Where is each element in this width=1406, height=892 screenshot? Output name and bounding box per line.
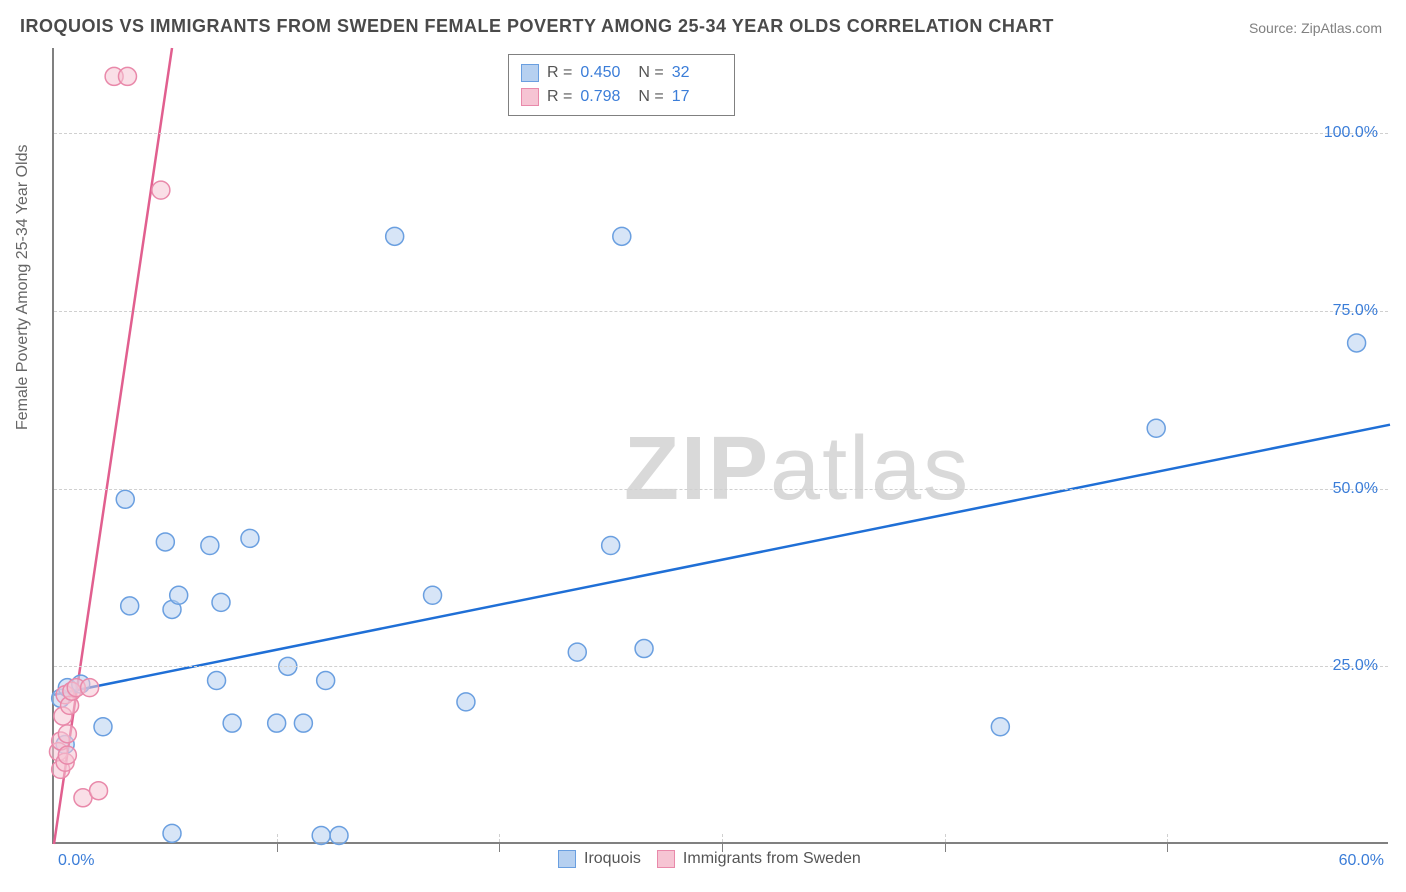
data-point <box>90 782 108 800</box>
legend-swatch <box>521 64 539 82</box>
legend-swatch <box>558 850 576 868</box>
gridline-vertical <box>722 834 723 842</box>
trend-line <box>54 48 172 844</box>
data-point <box>152 181 170 199</box>
legend-series-item: Immigrants from Sweden <box>657 850 861 868</box>
y-tick-label: 100.0% <box>1324 124 1378 142</box>
source-attribution: Source: ZipAtlas.com <box>1249 20 1382 36</box>
gridline-vertical <box>945 834 946 842</box>
chart-title: IROQUOIS VS IMMIGRANTS FROM SWEDEN FEMAL… <box>20 16 1054 37</box>
data-point <box>241 529 259 547</box>
legend-r-label: R = <box>547 88 572 106</box>
data-point <box>201 537 219 555</box>
data-point <box>613 227 631 245</box>
data-point <box>457 693 475 711</box>
data-point <box>58 725 76 743</box>
x-tick <box>945 842 946 852</box>
legend-row: R = 0.450 N = 32 <box>521 61 722 85</box>
data-point <box>94 718 112 736</box>
data-point <box>635 640 653 658</box>
data-point <box>118 67 136 85</box>
data-point <box>212 593 230 611</box>
data-point <box>58 746 76 764</box>
legend-series-item: Iroquois <box>558 850 641 868</box>
legend-n-label: N = <box>638 64 663 82</box>
legend-swatch <box>657 850 675 868</box>
legend-series-name: Iroquois <box>584 850 641 868</box>
data-point <box>170 586 188 604</box>
legend-r-value: 0.798 <box>580 88 630 106</box>
data-point <box>312 826 330 844</box>
y-tick-label: 50.0% <box>1333 480 1378 498</box>
gridline-vertical <box>1167 834 1168 842</box>
plot-area: ZIPatlas R =0.450N =32R =0.798N =17 Iroq… <box>52 48 1388 844</box>
legend-r-label: R = <box>547 64 572 82</box>
data-point <box>330 826 348 844</box>
data-point <box>156 533 174 551</box>
x-tick <box>1167 842 1168 852</box>
legend-row: R = 0.798 N = 17 <box>521 85 722 109</box>
legend-n-value: 17 <box>672 88 722 106</box>
data-point <box>1147 419 1165 437</box>
data-point <box>991 718 1009 736</box>
legend-n-label: N = <box>638 88 663 106</box>
gridline-vertical <box>277 834 278 842</box>
gridline-horizontal <box>54 311 1388 312</box>
legend-r-value: 0.450 <box>580 64 630 82</box>
data-point <box>1348 334 1366 352</box>
y-tick-label: 25.0% <box>1333 657 1378 675</box>
data-point <box>116 490 134 508</box>
x-tick-label: 0.0% <box>58 852 94 870</box>
data-point <box>568 643 586 661</box>
x-tick-label: 60.0% <box>1339 852 1384 870</box>
data-point <box>268 714 286 732</box>
gridline-horizontal <box>54 489 1388 490</box>
legend-correlation: R = 0.450 N = 32 R = 0.798 N = 17 <box>508 54 735 116</box>
legend-swatch <box>521 88 539 106</box>
data-point <box>294 714 312 732</box>
gridline-horizontal <box>54 133 1388 134</box>
y-axis-label: Female Poverty Among 25-34 Year Olds <box>14 145 32 431</box>
data-point <box>208 672 226 690</box>
legend-n-value: 32 <box>672 64 722 82</box>
x-tick <box>722 842 723 852</box>
data-point <box>163 824 181 842</box>
data-point <box>386 227 404 245</box>
x-tick <box>499 842 500 852</box>
data-point <box>424 586 442 604</box>
x-tick <box>277 842 278 852</box>
data-point <box>317 672 335 690</box>
legend-series: Iroquois Immigrants from Sweden <box>558 850 861 868</box>
y-tick-label: 75.0% <box>1333 302 1378 320</box>
gridline-horizontal <box>54 666 1388 667</box>
gridline-vertical <box>499 834 500 842</box>
data-point <box>602 537 620 555</box>
legend-series-name: Immigrants from Sweden <box>683 850 861 868</box>
data-point <box>121 597 139 615</box>
chart-svg <box>54 48 1388 842</box>
trend-line <box>54 425 1390 695</box>
data-point <box>223 714 241 732</box>
data-point <box>81 679 99 697</box>
